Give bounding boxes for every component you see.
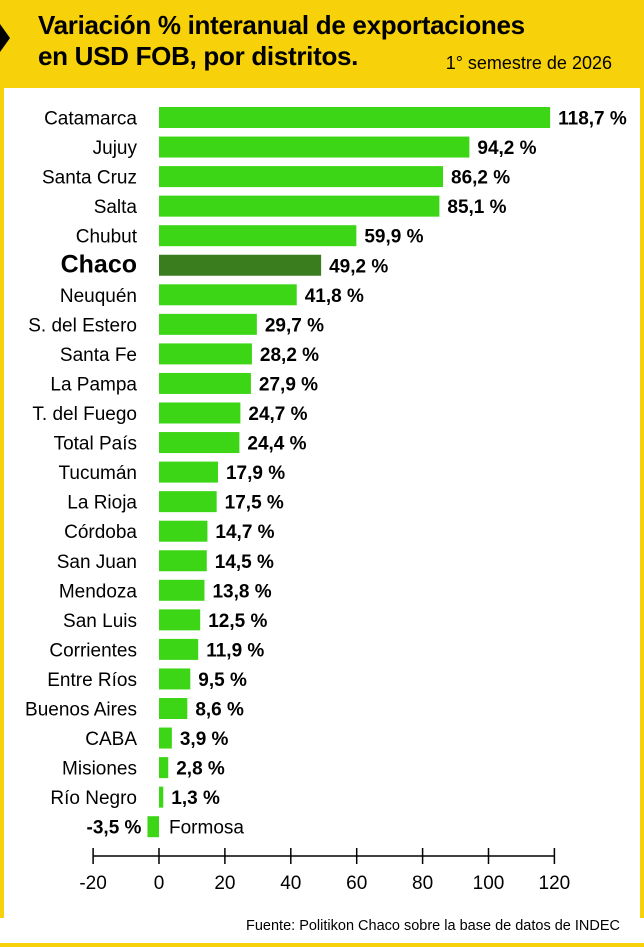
value-label: 9,5 % xyxy=(198,670,247,691)
category-label: Corrientes xyxy=(49,640,137,661)
chart-subtitle: 1° semestre de 2026 xyxy=(445,53,612,73)
bar-formosa xyxy=(147,816,159,838)
bar-mendoza xyxy=(159,579,205,601)
value-label: 17,9 % xyxy=(226,463,285,484)
value-label: 41,8 % xyxy=(305,286,364,307)
bar-corrientes xyxy=(159,638,199,660)
bar-salta xyxy=(159,195,440,217)
value-label: -3,5 % xyxy=(87,818,142,839)
value-label: 29,7 % xyxy=(265,315,324,336)
value-label: 24,7 % xyxy=(248,404,307,425)
value-label: 59,9 % xyxy=(364,227,423,248)
category-label: Entre Ríos xyxy=(47,670,137,691)
bar-misiones xyxy=(159,757,169,779)
value-label: 8,6 % xyxy=(195,700,244,721)
category-label: Chaco xyxy=(61,250,137,278)
bar-san-luis xyxy=(159,609,201,631)
bar-total-pa-s xyxy=(159,432,240,454)
bar-chart: Catamarca 118,7 % Jujuy 94,2 % Santa Cruz 86,… xyxy=(25,107,627,894)
bar-chubut xyxy=(159,225,357,247)
value-label: 27,9 % xyxy=(259,374,318,395)
category-label: T. del Fuego xyxy=(32,404,137,425)
bar-t-del-fuego xyxy=(159,402,241,424)
category-label: Catamarca xyxy=(44,109,137,130)
bar-catamarca xyxy=(159,107,551,128)
value-label: 3,9 % xyxy=(180,729,229,750)
value-label: 2,8 % xyxy=(176,759,225,780)
bar-caba xyxy=(159,727,172,749)
category-label: Santa Fe xyxy=(60,345,137,366)
value-label: 11,9 % xyxy=(206,640,264,661)
value-label: 85,1 % xyxy=(447,197,506,218)
category-label: Santa Cruz xyxy=(42,168,137,189)
bar-la-rioja xyxy=(159,491,217,513)
category-label: Río Negro xyxy=(50,788,137,809)
bar-neuqu-n xyxy=(159,284,297,306)
category-label: Misiones xyxy=(62,759,137,780)
x-tick-label: 100 xyxy=(473,873,505,894)
value-label: 14,7 % xyxy=(215,522,274,543)
chart-title-line-2: en USD FOB, por distritos. xyxy=(38,41,359,71)
bar-san-juan xyxy=(159,550,207,572)
chart-title-line-1: Variación % interanual de exportaciones xyxy=(38,10,525,40)
bar-santa-cruz xyxy=(159,166,444,188)
value-label: 14,5 % xyxy=(215,552,274,573)
bar-buenos-aires xyxy=(159,698,188,719)
bar-santa-fe xyxy=(159,343,252,365)
x-tick-label: 20 xyxy=(214,873,235,894)
x-tick-label: 120 xyxy=(539,873,571,894)
category-label: Mendoza xyxy=(59,581,138,602)
value-label: 94,2 % xyxy=(477,138,536,159)
category-label: Jujuy xyxy=(93,138,138,159)
source-note: Fuente: Politikon Chaco sobre la base de… xyxy=(246,918,620,934)
category-label: La Pampa xyxy=(50,374,137,395)
category-label: Formosa xyxy=(169,818,244,839)
x-tick-label: 60 xyxy=(346,873,367,894)
value-label: 13,8 % xyxy=(212,581,271,602)
value-label: 24,4 % xyxy=(247,434,306,455)
category-label: San Luis xyxy=(63,611,137,632)
bar-chaco xyxy=(159,254,322,276)
x-tick-label: 0 xyxy=(154,873,165,894)
bar-tucum-n xyxy=(159,461,218,483)
chart-title: Variación % interanual de exportaciones … xyxy=(38,10,598,72)
value-label: 49,2 % xyxy=(329,256,388,277)
category-label: Córdoba xyxy=(64,522,137,543)
category-label: San Juan xyxy=(57,552,137,573)
bar-la-pampa xyxy=(159,372,251,394)
x-tick-label: -20 xyxy=(79,873,106,894)
category-label: Salta xyxy=(94,197,138,218)
category-label: Total País xyxy=(54,434,137,455)
bar-jujuy xyxy=(159,136,470,158)
category-label: CABA xyxy=(85,729,137,750)
header-banner: Variación % interanual de exportaciones … xyxy=(0,0,644,88)
footer-bar xyxy=(0,943,644,947)
bar-entre-r-os xyxy=(159,668,191,690)
category-label: Tucumán xyxy=(59,463,138,484)
x-tick-label: 40 xyxy=(280,873,301,894)
value-label: 28,2 % xyxy=(260,345,319,366)
bar-r-o-negro xyxy=(159,786,164,808)
value-label: 86,2 % xyxy=(451,168,510,189)
value-label: 118,7 % xyxy=(558,109,627,130)
x-tick-label: 80 xyxy=(412,873,433,894)
value-label: 12,5 % xyxy=(208,611,267,632)
header-marker-icon xyxy=(0,24,10,52)
category-label: S. del Estero xyxy=(28,315,137,336)
category-label: La Rioja xyxy=(67,493,137,514)
category-label: Chubut xyxy=(76,227,138,248)
category-label: Neuquén xyxy=(60,286,137,307)
value-label: 1,3 % xyxy=(171,788,220,809)
value-label: 17,5 % xyxy=(225,493,284,514)
bar-c-rdoba xyxy=(159,520,208,542)
category-label: Buenos Aires xyxy=(25,700,137,721)
bar-s-del-estero xyxy=(159,313,257,335)
